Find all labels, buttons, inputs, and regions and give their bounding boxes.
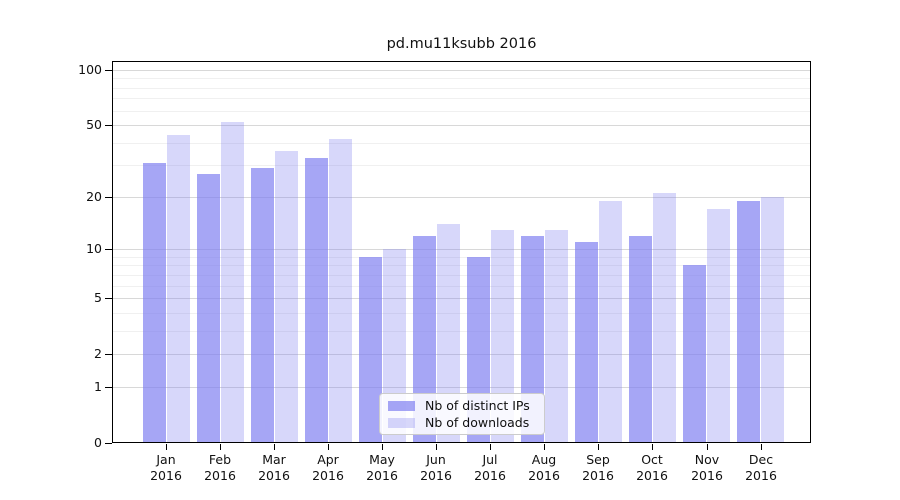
bar-distinct-ips-nov (683, 265, 706, 443)
x-tick-label-may: May 2016 (366, 452, 398, 483)
minor-gridline (113, 265, 810, 266)
bar-distinct-ips-sep (575, 242, 598, 443)
major-gridline (113, 197, 810, 198)
x-tick-sep (598, 444, 599, 450)
y-tick-label-1: 1 (94, 379, 102, 394)
x-tick-label-feb: Feb 2016 (204, 452, 236, 483)
x-tick-label-jun: Jun 2016 (420, 452, 452, 483)
bar-distinct-ips-aug (521, 235, 544, 443)
minor-gridline (113, 143, 810, 144)
x-tick-label-jul: Jul 2016 (474, 452, 506, 483)
y-tick-10 (105, 249, 112, 250)
minor-gridline (113, 165, 810, 166)
major-gridline (113, 249, 810, 250)
bar-downloads-mar (275, 151, 298, 443)
y-tick-2 (105, 354, 112, 355)
x-tick-label-aug: Aug 2016 (528, 452, 560, 483)
bar-distinct-ips-may (359, 256, 382, 443)
x-tick-oct (652, 444, 653, 450)
bar-downloads-dec (761, 196, 784, 443)
x-tick-aug (544, 444, 545, 450)
bar-downloads-oct (653, 193, 676, 443)
y-tick-label-100: 100 (78, 62, 102, 77)
x-tick-mar (274, 444, 275, 450)
legend-label-distinct-ips: Nb of distinct IPs (425, 398, 530, 413)
x-tick-may (382, 444, 383, 450)
bar-downloads-apr (329, 139, 352, 443)
bar-downloads-aug (545, 229, 568, 443)
x-tick-feb (220, 444, 221, 450)
x-tick-label-sep: Sep 2016 (582, 452, 614, 483)
major-gridline (113, 354, 810, 355)
minor-gridline (113, 78, 810, 79)
legend-swatch-downloads (388, 417, 415, 428)
legend-item-distinct-ips: Nb of distinct IPs (388, 398, 536, 413)
x-tick-label-jan: Jan 2016 (150, 452, 182, 483)
major-gridline (113, 70, 810, 71)
bar-downloads-feb (221, 122, 244, 443)
bar-downloads-sep (599, 200, 622, 443)
bar-downloads-jun (437, 224, 460, 443)
minor-gridline (113, 313, 810, 314)
bar-distinct-ips-jan (143, 162, 166, 443)
bar-downloads-nov (707, 209, 730, 443)
major-gridline (113, 298, 810, 299)
y-tick-label-50: 50 (86, 117, 102, 132)
x-tick-label-nov: Nov 2016 (691, 452, 723, 483)
x-tick-dec (761, 444, 762, 450)
x-tick-jul (490, 444, 491, 450)
bar-distinct-ips-dec (737, 200, 760, 443)
x-tick-nov (707, 444, 708, 450)
x-tick-jun (436, 444, 437, 450)
y-tick-20 (105, 197, 112, 198)
minor-gridline (113, 88, 810, 89)
legend-swatch-distinct-ips (388, 400, 415, 411)
bar-downloads-jan (167, 135, 190, 443)
chart-title: pd.mu11ksubb 2016 (386, 36, 537, 52)
x-tick-label-dec: Dec 2016 (745, 452, 777, 483)
y-tick-0 (105, 443, 112, 444)
minor-gridline (113, 257, 810, 258)
major-gridline (113, 125, 810, 126)
y-tick-label-2: 2 (94, 346, 102, 361)
legend-label-downloads: Nb of downloads (425, 415, 530, 430)
x-tick-label-apr: Apr 2016 (312, 452, 344, 483)
bar-distinct-ips-oct (629, 235, 652, 443)
legend-item-downloads: Nb of downloads (388, 415, 536, 430)
x-tick-label-mar: Mar 2016 (258, 452, 290, 483)
bar-distinct-ips-jun (413, 235, 436, 443)
minor-gridline (113, 98, 810, 99)
bar-distinct-ips-mar (251, 168, 274, 443)
minor-gridline (113, 286, 810, 287)
legend: Nb of distinct IPs Nb of downloads (379, 393, 545, 435)
y-tick-50 (105, 125, 112, 126)
minor-gridline (113, 111, 810, 112)
major-gridline (113, 387, 810, 388)
y-tick-100 (105, 70, 112, 71)
bar-downloads-jul (491, 229, 514, 443)
x-tick-label-oct: Oct 2016 (636, 452, 668, 483)
y-tick-label-10: 10 (86, 241, 102, 256)
minor-gridline (113, 275, 810, 276)
minor-gridline (113, 331, 810, 332)
y-tick-label-20: 20 (86, 189, 102, 204)
bar-distinct-ips-apr (305, 158, 328, 443)
y-tick-1 (105, 387, 112, 388)
y-tick-label-0: 0 (94, 435, 102, 450)
bar-distinct-ips-feb (197, 173, 220, 443)
x-tick-jan (166, 444, 167, 450)
x-tick-apr (328, 444, 329, 450)
y-tick-5 (105, 298, 112, 299)
y-tick-label-5: 5 (94, 290, 102, 305)
